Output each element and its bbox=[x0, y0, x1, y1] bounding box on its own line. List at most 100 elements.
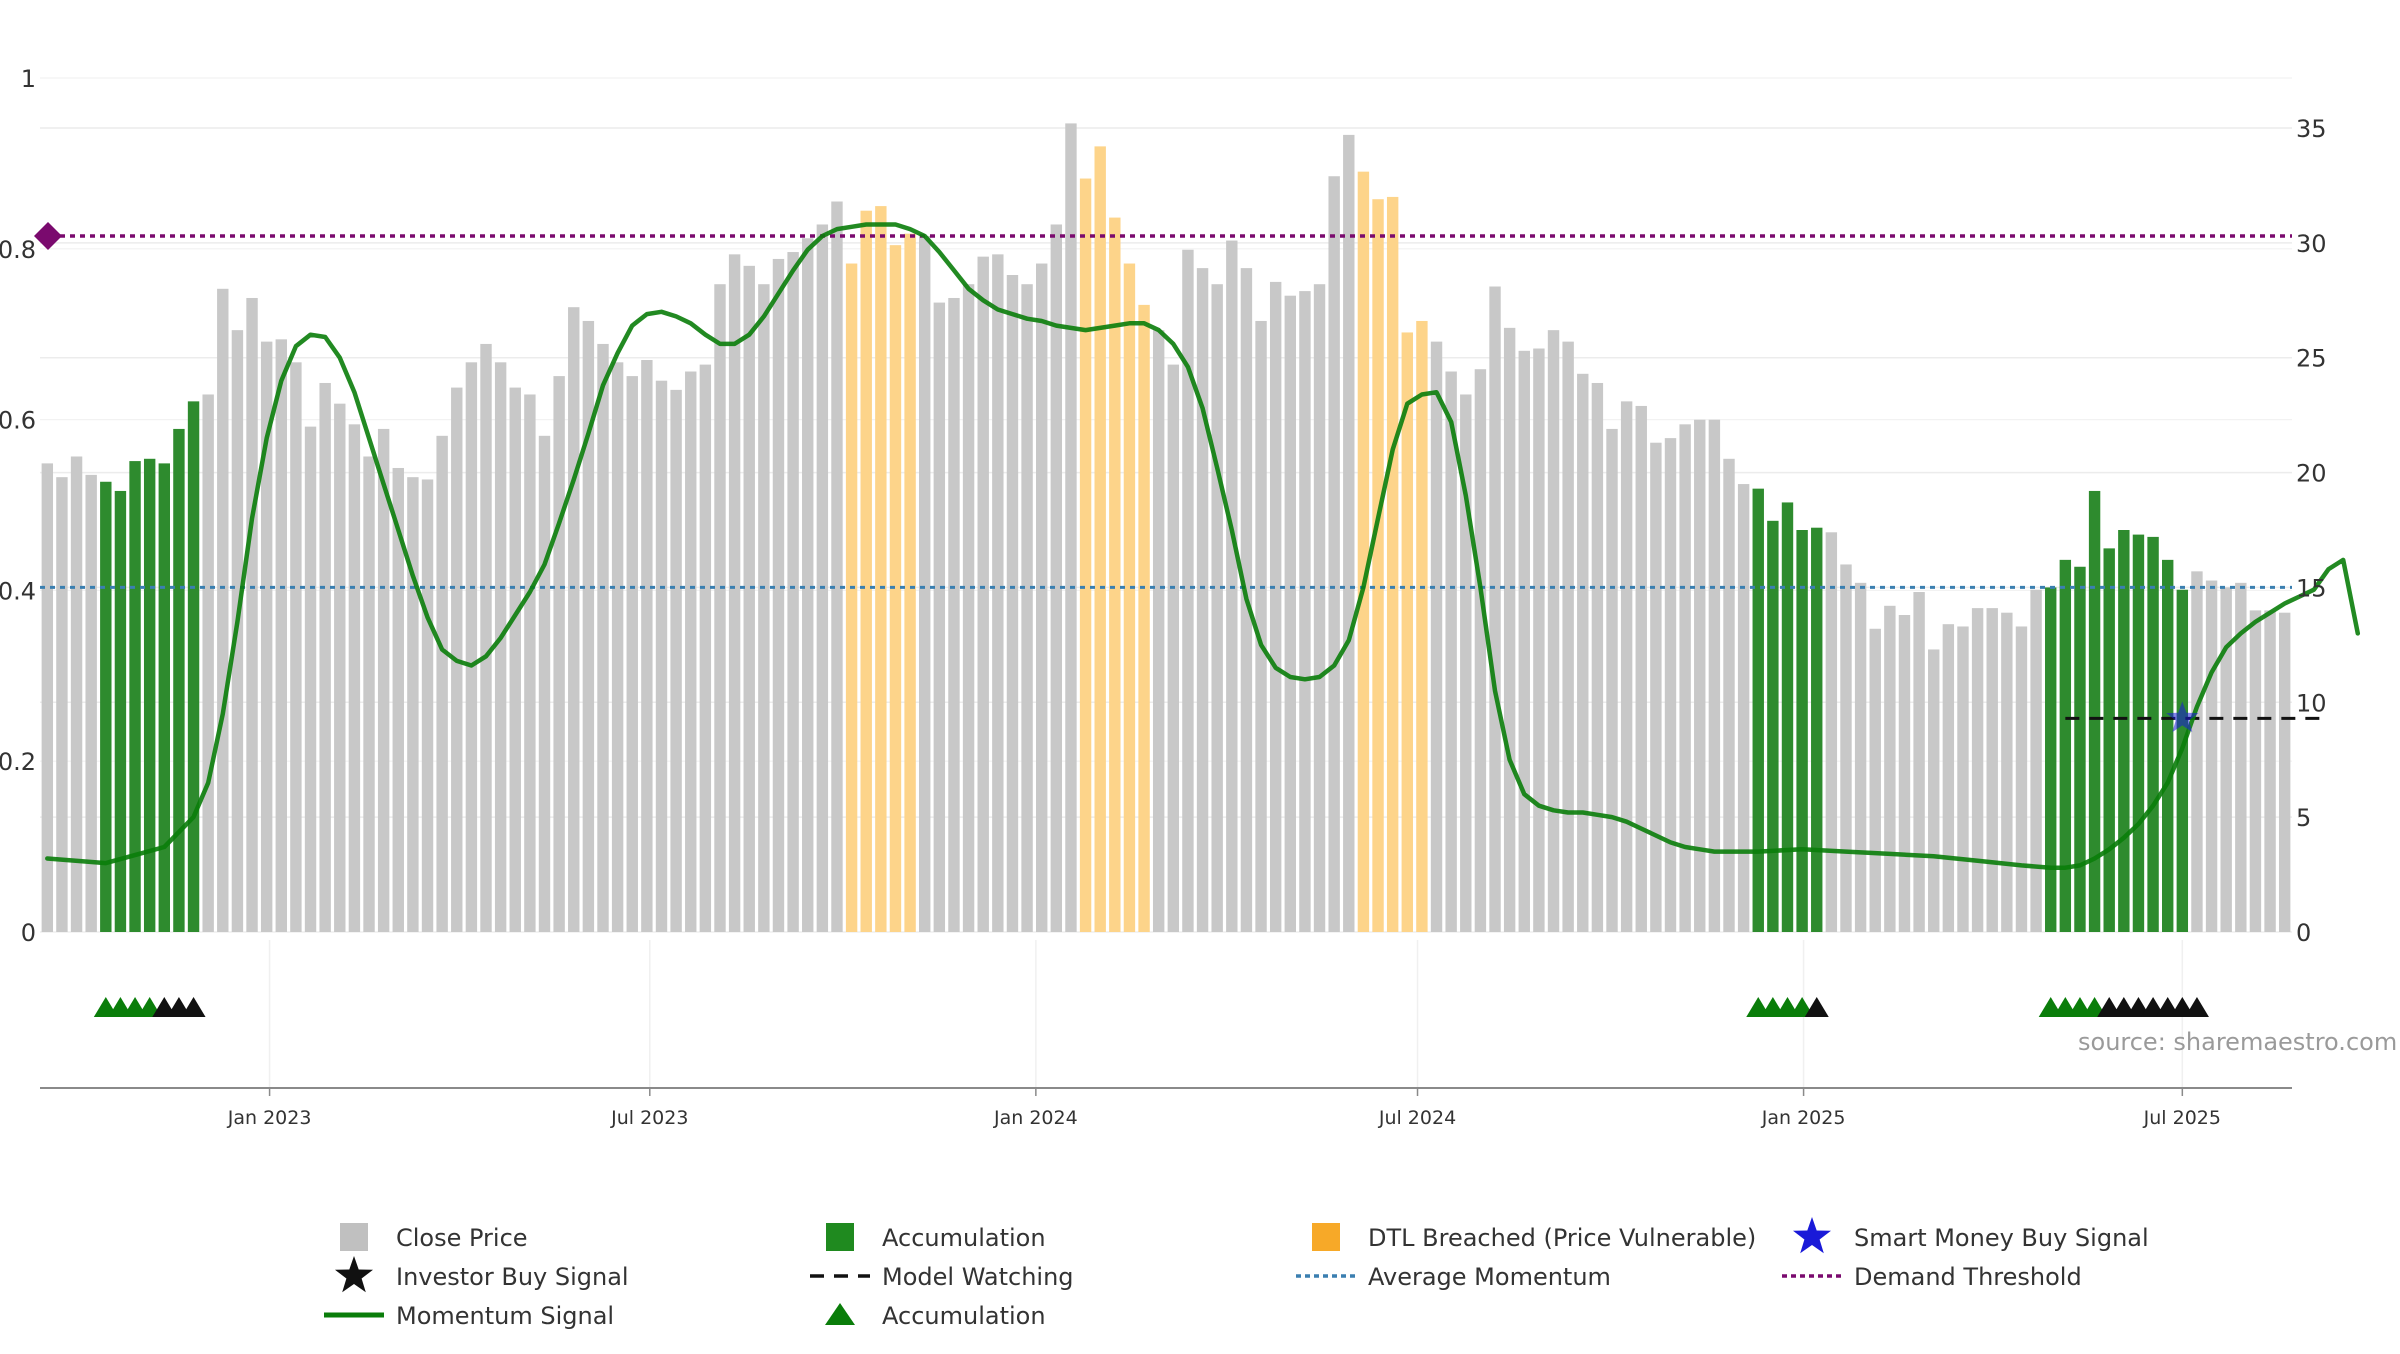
close-price-bar bbox=[217, 288, 229, 932]
close-price-bar bbox=[582, 320, 595, 933]
close-price-bar bbox=[2030, 589, 2042, 932]
close-price-bar bbox=[685, 371, 697, 932]
dtl-breached-bar bbox=[1079, 178, 1092, 933]
close-price-bar bbox=[641, 360, 653, 932]
legend-label: Momentum Signal bbox=[396, 1302, 614, 1330]
close-price-bar bbox=[1620, 401, 1633, 932]
close-price-bar bbox=[275, 339, 287, 932]
close-price-bar bbox=[1503, 327, 1516, 932]
close-price-bar bbox=[1971, 608, 1984, 932]
close-price-bar bbox=[1460, 394, 1472, 932]
close-price-bar bbox=[1211, 284, 1223, 933]
close-price-bar bbox=[1737, 484, 1750, 932]
accumulation-bar bbox=[2132, 534, 2145, 932]
close-price-bar bbox=[1035, 263, 1048, 932]
x-tick-label: Jan 2025 bbox=[1761, 1107, 1846, 1129]
close-price-bar bbox=[304, 426, 317, 932]
x-tick-label: Jan 2024 bbox=[993, 1107, 1078, 1129]
legend: Close Price Accumulation DTL Breached (Pri… bbox=[324, 1217, 2149, 1330]
legend-item: Demand Threshold bbox=[1782, 1263, 2082, 1291]
close-price-bar bbox=[626, 376, 638, 932]
close-price-bar bbox=[1006, 275, 1019, 932]
green-square-icon bbox=[826, 1223, 854, 1251]
legend-item: Close Price bbox=[340, 1223, 528, 1252]
close-price-bar bbox=[1196, 268, 1209, 932]
close-price-bar bbox=[1021, 284, 1033, 933]
close-price-bar bbox=[2205, 580, 2218, 932]
close-price-bar bbox=[2015, 626, 2028, 932]
close-price-bar bbox=[377, 428, 390, 932]
markers-layer bbox=[93, 701, 2209, 1017]
close-price-bar bbox=[1255, 320, 1267, 933]
accumulation-bar bbox=[2147, 536, 2159, 932]
close-price-bar bbox=[1182, 249, 1194, 933]
close-price-bar bbox=[553, 376, 565, 932]
dtl-breached-bar bbox=[1094, 146, 1106, 932]
legend-label: Close Price bbox=[396, 1224, 528, 1252]
close-price-bar bbox=[1167, 364, 1180, 932]
legend-item: DTL Breached (Price Vulnerable) bbox=[1312, 1223, 1756, 1252]
close-price-bar bbox=[1869, 628, 1881, 932]
dtl-breached-bar bbox=[1372, 199, 1384, 932]
close-price-bar bbox=[85, 474, 97, 932]
close-price-bar bbox=[1942, 624, 1955, 932]
right-tick-label: 15 bbox=[2296, 574, 2327, 602]
left-tick-label: 0 bbox=[21, 919, 36, 947]
left-tick-label: 0.8 bbox=[0, 236, 36, 264]
legend-item: Average Momentum bbox=[1296, 1263, 1611, 1291]
close-price-bar bbox=[70, 456, 83, 932]
left-tick-label: 0.2 bbox=[0, 748, 36, 776]
bars-layer bbox=[41, 123, 2291, 933]
close-price-bar bbox=[802, 238, 814, 932]
close-price-bar bbox=[1269, 281, 1282, 932]
accumulation-bar bbox=[1811, 527, 1823, 932]
close-price-bar bbox=[1445, 371, 1457, 932]
close-price-bar bbox=[1343, 134, 1355, 933]
close-price-bar bbox=[758, 284, 770, 933]
accumulation-bar bbox=[2161, 559, 2174, 932]
legend-item: Model Watching bbox=[810, 1263, 1074, 1291]
close-price-bar bbox=[962, 284, 975, 933]
accumulation-bar bbox=[100, 481, 112, 932]
close-price-bar bbox=[1708, 419, 1721, 932]
orange-square-icon bbox=[1312, 1223, 1340, 1251]
x-tick-label: Jan 2023 bbox=[227, 1107, 312, 1129]
legend-label: Demand Threshold bbox=[1854, 1263, 2082, 1291]
right-tick-label: 30 bbox=[2296, 230, 2327, 258]
left-tick-label: 1 bbox=[21, 65, 36, 93]
close-price-bar bbox=[436, 435, 448, 932]
dtl-breached-bar bbox=[860, 210, 872, 932]
dtl-breached-bar bbox=[845, 263, 858, 932]
close-price-bar bbox=[246, 297, 258, 932]
accumulation-bar bbox=[2088, 490, 2101, 932]
close-price-bar bbox=[260, 341, 273, 932]
green-triangle-icon bbox=[825, 1303, 855, 1325]
close-price-bar bbox=[655, 380, 668, 933]
close-price-bar bbox=[728, 254, 741, 933]
legend-label: DTL Breached (Price Vulnerable) bbox=[1368, 1224, 1756, 1252]
close-price-bar bbox=[1898, 614, 1911, 932]
close-price-bar bbox=[743, 265, 755, 932]
close-price-bar bbox=[421, 479, 434, 932]
accumulation-bar bbox=[2045, 587, 2057, 932]
close-price-bar bbox=[948, 297, 960, 932]
close-price-bar bbox=[1664, 438, 1677, 932]
close-price-bar bbox=[319, 382, 331, 932]
close-price-bar bbox=[816, 224, 829, 933]
dtl-breached-bar bbox=[889, 245, 902, 932]
legend-label: Investor Buy Signal bbox=[396, 1263, 629, 1291]
accumulation-bar bbox=[143, 458, 156, 932]
close-price-bar bbox=[699, 364, 712, 932]
close-price-bar bbox=[714, 284, 726, 933]
close-price-bar bbox=[1562, 341, 1574, 932]
accumulation-bar bbox=[158, 463, 171, 932]
legend-item: Investor Buy Signal bbox=[335, 1256, 629, 1293]
close-price-bar bbox=[787, 252, 799, 932]
accumulation-bar bbox=[2074, 566, 2086, 932]
legend-item: Accumulation bbox=[826, 1223, 1046, 1252]
accumulation-bar bbox=[1781, 502, 1794, 932]
close-price-bar bbox=[480, 343, 492, 933]
momentum-signal-line bbox=[45, 222, 2361, 870]
